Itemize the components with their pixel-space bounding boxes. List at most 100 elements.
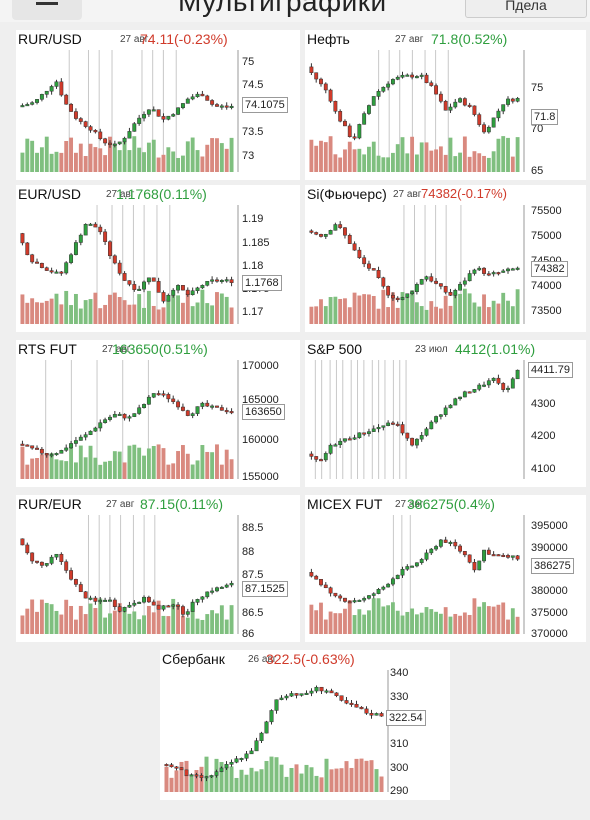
candle-body	[180, 406, 185, 411]
candle-body	[229, 582, 234, 586]
candle-body	[156, 109, 161, 117]
chart-panel-micex-futures[interactable]: MICEX FUT 27 авг 386275(0.4%) 395000 390…	[305, 495, 586, 642]
candle-body	[410, 291, 415, 294]
candle-body	[429, 276, 434, 282]
volume-bar	[30, 599, 35, 634]
volume-bar	[54, 459, 59, 479]
current-price-label: 74.1075	[242, 97, 288, 113]
volume-bar	[453, 293, 458, 324]
candle-body	[462, 280, 467, 285]
volume-bar	[448, 616, 453, 634]
volume-bar	[156, 600, 161, 634]
volume-bar	[132, 304, 137, 324]
candle-body	[132, 123, 137, 132]
candle-body	[429, 548, 434, 554]
candle-body	[419, 74, 424, 77]
volume-bar	[438, 146, 443, 172]
header-right-button[interactable]: Пдела	[465, 0, 587, 18]
volume-bar	[362, 154, 367, 172]
volume-bar	[414, 154, 419, 172]
candle-body	[379, 713, 384, 717]
volume-bar	[142, 455, 146, 479]
candle-body	[443, 101, 448, 111]
volume-bar	[405, 153, 410, 172]
volume-bar	[443, 154, 448, 172]
volume-bar	[195, 150, 200, 172]
candle-body	[142, 404, 146, 408]
chart-panel-sp500[interactable]: S&P 500 23 июл 4412(1.01%) 4300 4200 410…	[305, 340, 586, 487]
candle-body	[328, 89, 333, 102]
volume-bar	[122, 607, 127, 634]
candle-body	[44, 452, 49, 456]
volume-bar	[424, 309, 429, 324]
volume-bar	[410, 136, 415, 172]
volume-bar	[49, 298, 54, 324]
candle-body	[189, 774, 194, 777]
volume-bar	[98, 464, 103, 479]
candle-body	[434, 546, 439, 550]
chart-panel-eurusd[interactable]: EUR/USD 27 авг 1.1768(0.11%) 1.19 1.185 …	[16, 185, 300, 332]
candle-body	[117, 262, 122, 274]
candle-body	[472, 389, 477, 393]
volume-bar	[44, 136, 49, 172]
candle-body	[467, 391, 472, 394]
candle-body	[127, 280, 132, 285]
candle-body	[234, 758, 239, 763]
volume-bar	[137, 619, 142, 634]
candle-body	[44, 267, 49, 271]
volume-bar	[127, 613, 132, 634]
candle-body	[127, 416, 132, 419]
candle-body	[78, 234, 83, 243]
volume-bar	[309, 306, 314, 324]
volume-bar	[410, 608, 415, 634]
chart-panel-rureur[interactable]: RUR/EUR 27 авг 87.15(0.11%) 88.5 88 87.5…	[16, 495, 300, 642]
volume-bar	[381, 157, 386, 172]
chart-name: MICEX FUT	[307, 496, 383, 512]
volume-bar	[339, 768, 344, 792]
app-header: Мультиграфики Пдела	[0, 0, 590, 22]
volume-bar	[35, 458, 39, 479]
chart-panel-brent[interactable]: Нефть 27 авг 71.8(0.52%) 75 70 65 71.8	[305, 30, 586, 180]
volume-bar	[185, 453, 190, 479]
volume-bar	[54, 293, 59, 324]
volume-bar	[210, 138, 215, 172]
volume-bar	[299, 773, 304, 792]
volume-bar	[49, 153, 54, 172]
candle-body	[127, 604, 132, 608]
candle-body	[180, 103, 185, 109]
candle-body	[205, 591, 210, 598]
candle-body	[122, 413, 127, 419]
candle-body	[472, 105, 477, 115]
volume-bar	[103, 617, 108, 634]
candle-body	[279, 697, 284, 700]
candle-body	[54, 453, 59, 456]
candle-body	[472, 562, 477, 571]
volume-bar	[35, 302, 39, 324]
chart-panel-si-futures[interactable]: Si(Фьючерс) 27 авг 74382(-0.17%) 75500 7…	[305, 185, 586, 332]
candle-body	[264, 721, 269, 734]
candle-body	[333, 444, 338, 447]
volume-bar	[108, 294, 112, 324]
candle-body	[112, 255, 117, 264]
candle-body	[319, 578, 323, 586]
chart-plot	[309, 205, 525, 324]
axis-tick: 310	[390, 738, 409, 750]
candle-body	[161, 393, 166, 396]
volume-bar	[338, 298, 343, 324]
menu-button[interactable]	[12, 0, 82, 20]
volume-bar	[180, 445, 185, 479]
volume-bar	[279, 764, 284, 792]
volume-bar	[117, 603, 122, 634]
volume-bar	[184, 760, 189, 792]
candle-body	[381, 277, 386, 287]
chart-panel-rurusd[interactable]: RUR/USD 27 авг 74.11(-0.23%) 75 74.5 74 …	[16, 30, 300, 180]
volume-bar	[210, 452, 215, 479]
volume-bar	[347, 600, 352, 634]
chart-panel-rts-futures[interactable]: RTS FUT 27 авг 163650(0.51%) 170000 1650…	[16, 340, 300, 487]
volume-bar	[88, 143, 93, 172]
volume-bar	[98, 148, 103, 172]
chart-panel-sberbank[interactable]: Сбербанк 26 авг 322.5(-0.63%) 340 330 32…	[160, 650, 450, 800]
axis-tick: 75	[242, 56, 255, 68]
candle-body	[429, 82, 434, 86]
volume-bar	[215, 138, 219, 172]
